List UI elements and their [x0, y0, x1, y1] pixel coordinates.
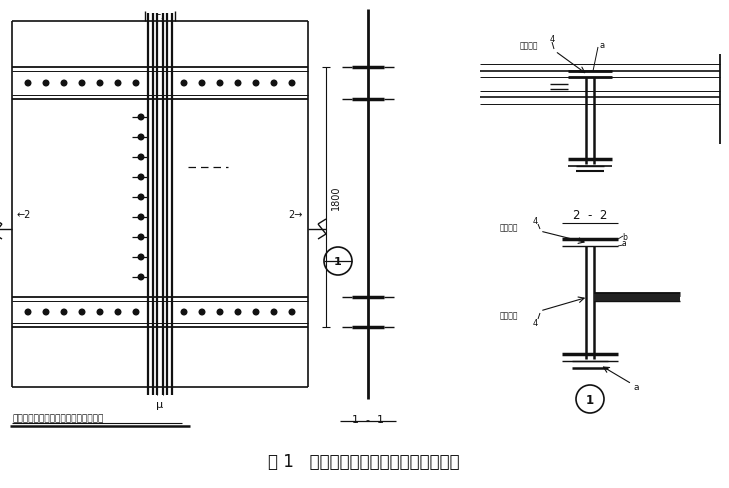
Circle shape	[61, 81, 67, 87]
Text: 1  -  1: 1 - 1	[352, 414, 384, 424]
Circle shape	[139, 195, 144, 201]
Bar	[594, 294, 680, 302]
Text: Γ₁: Γ₁	[155, 14, 165, 24]
Text: 焊后磨平: 焊后磨平	[500, 223, 518, 232]
Text: 1: 1	[334, 257, 342, 266]
Text: b: b	[622, 232, 627, 241]
Text: 1: 1	[586, 393, 594, 406]
Text: 图 1   圆筒边形气柜侧壁安装节点示意图: 图 1 圆筒边形气柜侧壁安装节点示意图	[268, 452, 460, 470]
Text: 焊后磨平: 焊后磨平	[500, 311, 518, 320]
Text: 4: 4	[550, 36, 555, 44]
Circle shape	[139, 135, 144, 141]
Circle shape	[217, 81, 223, 87]
Circle shape	[199, 309, 205, 315]
Circle shape	[43, 309, 49, 315]
Circle shape	[139, 255, 144, 260]
Circle shape	[289, 81, 295, 87]
Text: a: a	[634, 383, 639, 392]
Text: 圆筒形气柜立柱与侧板安装节点立面图: 圆筒形气柜立柱与侧板安装节点立面图	[12, 413, 104, 422]
Circle shape	[26, 309, 31, 315]
Text: 4: 4	[532, 318, 537, 327]
Circle shape	[182, 81, 187, 87]
Circle shape	[235, 81, 241, 87]
Circle shape	[253, 81, 259, 87]
Circle shape	[271, 81, 277, 87]
Text: ←2: ←2	[17, 209, 31, 220]
Circle shape	[235, 309, 241, 315]
Circle shape	[289, 309, 295, 315]
Circle shape	[139, 235, 144, 240]
Circle shape	[217, 309, 223, 315]
Circle shape	[43, 81, 49, 87]
Circle shape	[182, 309, 187, 315]
Circle shape	[253, 309, 259, 315]
Circle shape	[97, 81, 103, 87]
Circle shape	[133, 309, 139, 315]
Circle shape	[26, 81, 31, 87]
Circle shape	[133, 81, 139, 87]
Text: 2  -  2: 2 - 2	[573, 208, 607, 222]
Circle shape	[61, 309, 67, 315]
Text: 2→: 2→	[289, 209, 303, 220]
Text: 1800: 1800	[331, 185, 341, 210]
Text: 焊后磨平: 焊后磨平	[520, 41, 539, 50]
Circle shape	[139, 275, 144, 280]
Circle shape	[115, 309, 121, 315]
Text: a: a	[600, 41, 605, 49]
Circle shape	[79, 81, 85, 87]
Circle shape	[139, 155, 144, 161]
Circle shape	[139, 215, 144, 221]
Circle shape	[139, 115, 144, 121]
Text: a: a	[622, 239, 627, 248]
Circle shape	[79, 309, 85, 315]
Text: μ: μ	[157, 399, 163, 409]
Text: 4: 4	[532, 217, 537, 226]
Circle shape	[271, 309, 277, 315]
Circle shape	[115, 81, 121, 87]
Circle shape	[97, 309, 103, 315]
Circle shape	[199, 81, 205, 87]
Circle shape	[139, 175, 144, 181]
